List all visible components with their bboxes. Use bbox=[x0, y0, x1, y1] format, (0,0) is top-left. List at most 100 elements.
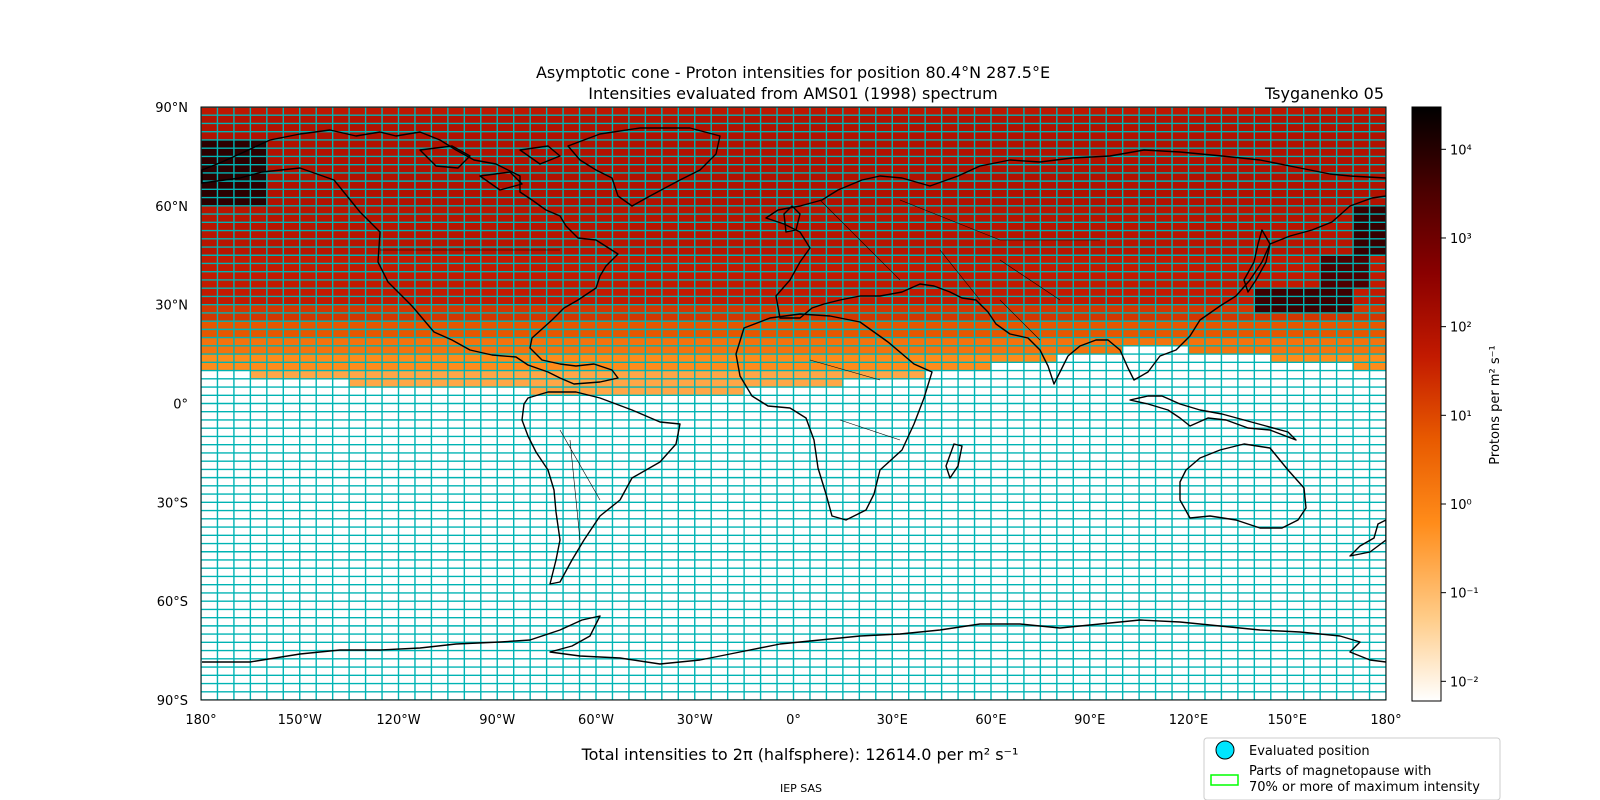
intensity-cell bbox=[925, 115, 942, 124]
intensity-cell bbox=[859, 255, 876, 264]
intensity-cell bbox=[678, 148, 695, 157]
intensity-cell bbox=[579, 181, 596, 190]
y-tick-label: 60°N bbox=[155, 200, 188, 215]
intensity-cell bbox=[875, 222, 893, 231]
intensity-cell bbox=[991, 181, 1008, 190]
intensity-cell bbox=[414, 362, 432, 371]
intensity-cell bbox=[760, 247, 778, 256]
intensity-cell bbox=[563, 288, 580, 297]
intensity-cell bbox=[596, 115, 613, 124]
intensity-cell bbox=[958, 345, 975, 355]
intensity-cell bbox=[859, 263, 876, 272]
intensity-cell bbox=[1221, 263, 1238, 272]
intensity-cell bbox=[678, 370, 695, 379]
intensity-cell bbox=[513, 263, 531, 272]
coastline-australia bbox=[1179, 443, 1307, 529]
intensity-cell bbox=[941, 230, 959, 239]
intensity-cell bbox=[414, 255, 432, 264]
intensity-cell bbox=[579, 197, 596, 206]
intensity-cell bbox=[908, 115, 926, 124]
intensity-cell bbox=[1320, 255, 1337, 264]
intensity-cell bbox=[1122, 304, 1140, 313]
intensity-cell bbox=[1007, 230, 1024, 239]
intensity-cell bbox=[678, 230, 695, 239]
intensity-cell bbox=[1122, 255, 1140, 264]
intensity-cell bbox=[398, 107, 415, 116]
intensity-cell bbox=[480, 123, 498, 132]
intensity-cell bbox=[1056, 312, 1074, 322]
intensity-cell bbox=[332, 230, 350, 239]
intensity-cell bbox=[563, 263, 580, 272]
intensity-cell bbox=[875, 164, 893, 173]
intensity-cell bbox=[875, 230, 893, 239]
intensity-cell bbox=[859, 123, 876, 132]
intensity-cell bbox=[480, 164, 498, 173]
intensity-cell bbox=[365, 271, 383, 280]
intensity-cell bbox=[250, 164, 267, 173]
intensity-cell bbox=[661, 370, 679, 379]
intensity-cell bbox=[283, 172, 300, 182]
intensity-cell bbox=[925, 312, 942, 322]
intensity-cell bbox=[546, 345, 564, 355]
intensity-cell bbox=[908, 263, 926, 272]
intensity-cell bbox=[842, 354, 860, 363]
intensity-cell bbox=[1270, 345, 1288, 355]
intensity-cell bbox=[1221, 279, 1238, 289]
intensity-cell bbox=[299, 181, 317, 190]
intensity-cell bbox=[1040, 115, 1057, 124]
intensity-cell bbox=[332, 107, 350, 116]
intensity-cell bbox=[760, 255, 778, 264]
intensity-cell bbox=[744, 296, 761, 305]
intensity-cell bbox=[1122, 263, 1140, 272]
intensity-cell bbox=[201, 181, 218, 190]
intensity-cell bbox=[546, 222, 564, 231]
intensity-cell bbox=[1139, 139, 1156, 149]
intensity-cell bbox=[760, 271, 778, 280]
intensity-cell bbox=[694, 164, 712, 173]
intensity-cell bbox=[546, 189, 564, 198]
intensity-cell bbox=[694, 123, 712, 132]
intensity-cell bbox=[875, 354, 893, 363]
intensity-cell bbox=[826, 288, 843, 297]
intensity-cell bbox=[480, 337, 498, 346]
intensity-cell bbox=[283, 156, 300, 165]
intensity-cell bbox=[727, 238, 745, 248]
intensity-cell bbox=[1139, 304, 1156, 313]
intensity-cell bbox=[546, 296, 564, 305]
intensity-cell bbox=[1106, 107, 1123, 116]
intensity-cell bbox=[250, 197, 267, 206]
intensity-cell bbox=[892, 321, 909, 330]
intensity-cell bbox=[1056, 197, 1074, 206]
intensity-cell bbox=[332, 321, 350, 330]
intensity-cell bbox=[678, 288, 695, 297]
intensity-cell bbox=[892, 189, 909, 198]
intensity-cell bbox=[711, 156, 728, 165]
intensity-cell bbox=[645, 370, 662, 379]
intensity-cell bbox=[1254, 337, 1271, 346]
intensity-cell bbox=[497, 156, 514, 165]
intensity-cell bbox=[1023, 222, 1041, 231]
intensity-cell bbox=[612, 238, 629, 248]
intensity-cell bbox=[497, 271, 514, 280]
intensity-cell bbox=[991, 107, 1008, 116]
intensity-cell bbox=[991, 354, 1008, 363]
intensity-cell bbox=[233, 107, 251, 116]
intensity-cell bbox=[563, 387, 580, 396]
intensity-cell bbox=[563, 247, 580, 256]
intensity-cell bbox=[1221, 345, 1238, 355]
intensity-cell bbox=[414, 304, 432, 313]
intensity-cell bbox=[1204, 337, 1222, 346]
intensity-cell bbox=[513, 205, 531, 215]
intensity-cell bbox=[826, 263, 843, 272]
intensity-cell bbox=[349, 205, 366, 215]
intensity-cell bbox=[579, 263, 596, 272]
intensity-cell bbox=[809, 337, 827, 346]
intensity-cell bbox=[1336, 337, 1354, 346]
intensity-cell bbox=[678, 387, 695, 396]
intensity-cell bbox=[596, 214, 613, 223]
intensity-cell bbox=[316, 279, 333, 289]
intensity-cell bbox=[447, 189, 465, 198]
intensity-cell bbox=[1320, 189, 1337, 198]
intensity-cell bbox=[1040, 296, 1057, 305]
intensity-cell bbox=[645, 378, 662, 388]
